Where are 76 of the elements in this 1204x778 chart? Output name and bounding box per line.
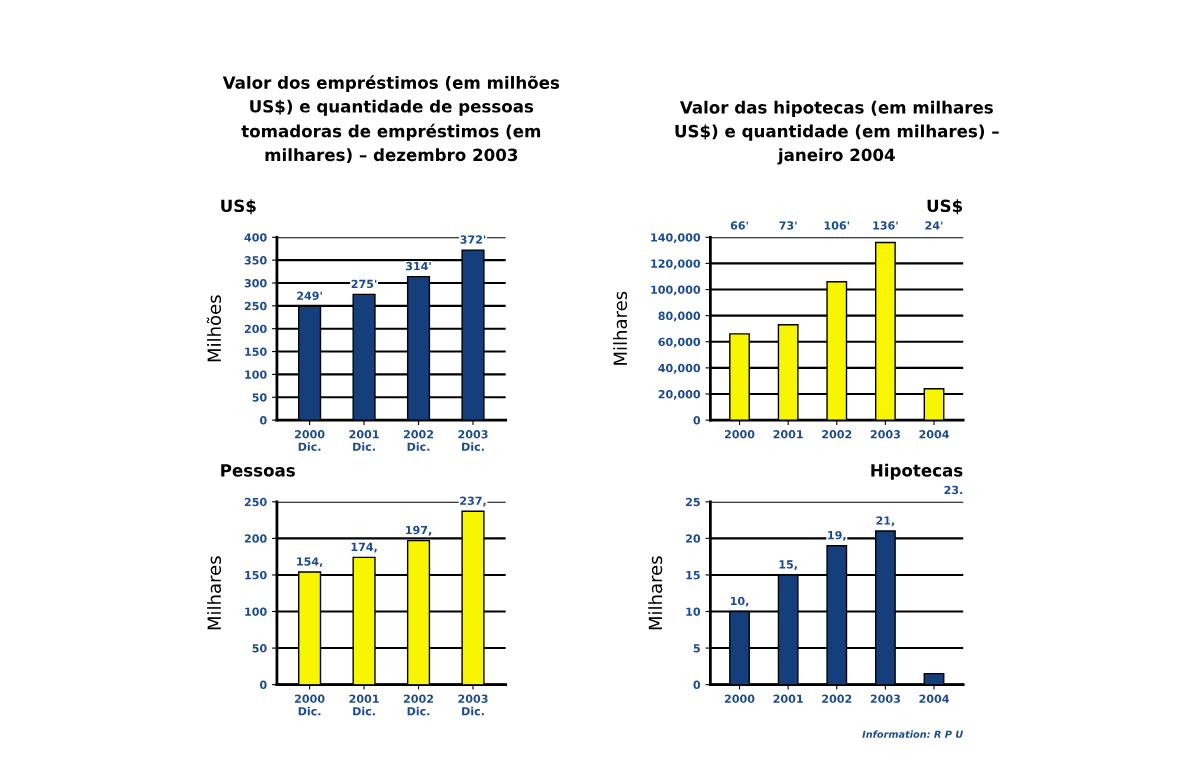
data-label: 249'	[297, 291, 322, 300]
y-tick-label: 100,000	[651, 285, 701, 296]
y-tick-label: 50	[252, 393, 267, 402]
y-axis-title: Milhares	[207, 556, 222, 630]
y-tick-label: 100	[245, 370, 267, 379]
y-tick-label: 50	[252, 644, 267, 653]
data-label: 21,	[876, 516, 895, 527]
x-tick-label: 2001 Dic.	[349, 694, 379, 716]
y-tick-label: 60,000	[658, 337, 701, 348]
y-tick-label: 15	[686, 571, 700, 580]
x-tick-label: 2000	[724, 430, 755, 439]
x-tick-label: 2003	[870, 430, 900, 439]
chart-title: Valor dos empréstimos (em milhões US$) e quantidade de pessoas tomadoras de empréstimos (em milhares) – dezembro 2003	[222, 75, 560, 164]
text: Information: R P U	[862, 730, 963, 738]
y-tick-label: 100	[245, 607, 267, 616]
data-label: 197,	[406, 525, 432, 536]
text: 66'	[730, 221, 748, 230]
x-tick-label: 2003 Dic.	[458, 430, 488, 451]
x-tick-label: 2004	[919, 694, 949, 703]
x-tick-label: 2003 Dic.	[458, 694, 488, 716]
data-label: 275'	[351, 279, 377, 289]
y-tick-label: 200	[244, 324, 267, 334]
y-tick-label: 140,000	[651, 233, 701, 244]
y-tick-label: 150	[245, 347, 267, 356]
x-tick-label: 2002	[822, 430, 852, 439]
y-axis-title: Milhares	[613, 291, 628, 365]
y-tick-label: 80,000	[658, 311, 701, 322]
x-tick-label: 2002 Dic.	[403, 694, 434, 716]
x-tick-label: 2003	[870, 694, 900, 703]
x-tick-label: 2000	[724, 694, 755, 703]
y-tick-label: 10	[686, 607, 701, 616]
chart-subtitle: US$	[927, 199, 963, 215]
y-tick-label: 350	[244, 256, 267, 265]
text: 106'	[824, 221, 850, 230]
y-tick-label: 300	[244, 278, 267, 288]
data-label: 237,	[460, 496, 486, 507]
y-tick-label: 40,000	[658, 363, 701, 374]
x-tick-label: 2000 Dic.	[295, 430, 325, 451]
y-axis-title: Milhares	[648, 556, 663, 630]
y-tick-label: 25	[686, 497, 700, 507]
y-tick-label: 5	[693, 644, 700, 653]
text: 136'	[873, 221, 898, 230]
x-tick-label: 2001 Dic.	[349, 430, 379, 451]
y-tick-label: 200	[244, 534, 267, 543]
x-tick-label: 2004	[919, 430, 949, 439]
y-tick-label: 0	[693, 680, 701, 690]
data-label: 372'	[460, 235, 486, 244]
y-tick-label: 120,000	[651, 259, 701, 270]
x-tick-label: 2000 Dic.	[295, 694, 325, 716]
data-label: 174,	[351, 542, 377, 553]
text: 23.	[944, 485, 963, 495]
y-tick-label: 20	[686, 534, 701, 543]
y-tick-label: 150	[245, 570, 267, 580]
x-tick-label: 2001	[773, 694, 803, 703]
chart-subtitle: Pessoas	[221, 464, 295, 477]
y-tick-label: 20,000	[658, 389, 701, 400]
y-tick-label: 250	[244, 497, 267, 507]
text: 73'	[779, 221, 797, 230]
x-tick-label: 2001	[773, 430, 803, 439]
text: 24'	[925, 221, 943, 230]
y-tick-label: 0	[693, 416, 701, 425]
y-tick-label: 0	[260, 416, 267, 425]
chart-subtitle: US$	[221, 199, 256, 215]
x-tick-label: 2002 Dic.	[403, 430, 434, 451]
y-tick-label: 400	[244, 233, 267, 242]
data-label: 19,	[828, 530, 846, 541]
data-label: 10,	[730, 596, 749, 607]
data-label: 154,	[297, 557, 323, 568]
data-label: 15,	[779, 560, 797, 571]
chart-title: Valor das hipotecas (em milhares US$) e quantidade (em milhares) – janeiro 2004	[675, 100, 999, 165]
y-axis-title: Milhões	[206, 295, 222, 362]
data-label: 314'	[405, 261, 431, 271]
chart-subtitle: Hipotecas	[871, 463, 963, 480]
y-tick-label: 0	[260, 680, 267, 690]
x-tick-label: 2002	[822, 694, 852, 703]
y-tick-label: 250	[244, 301, 267, 311]
